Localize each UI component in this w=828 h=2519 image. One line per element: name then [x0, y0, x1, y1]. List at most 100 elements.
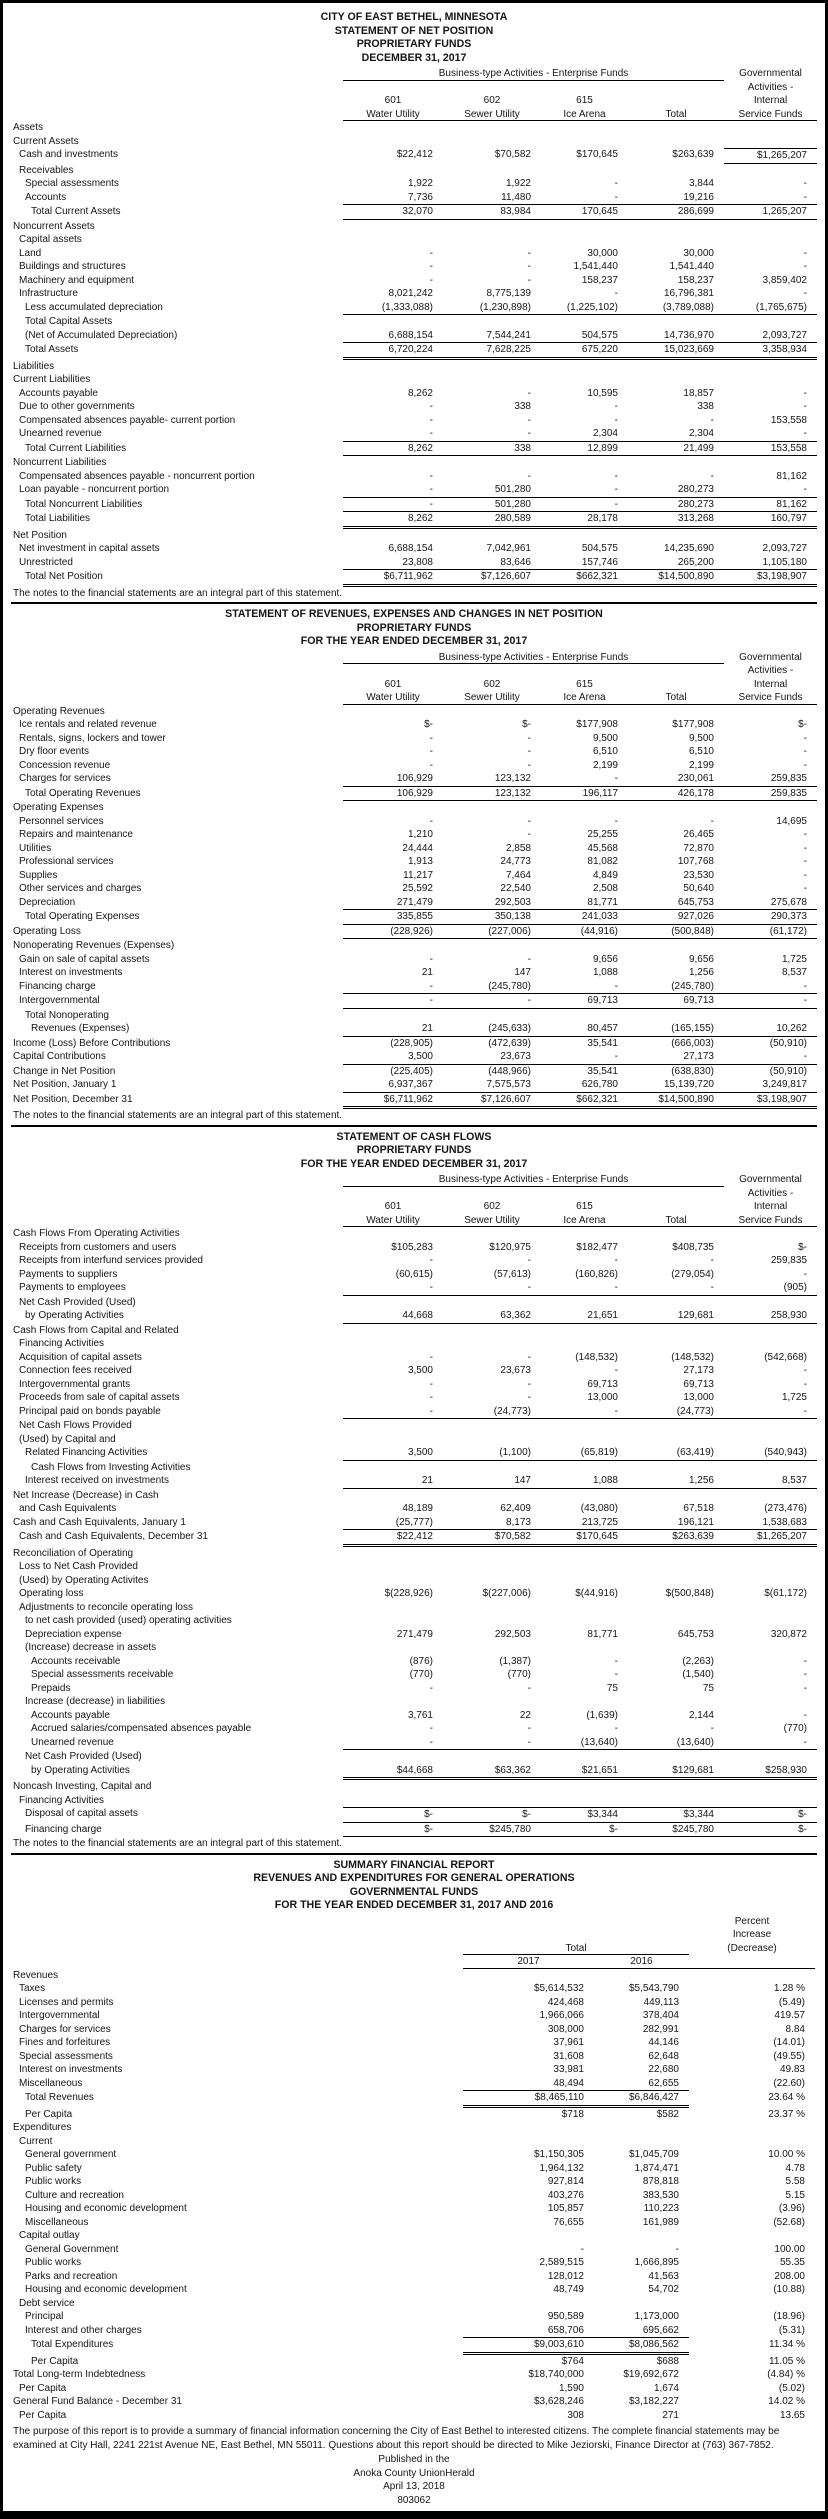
- row-label: Net Cash Provided (Used): [19, 1296, 136, 1308]
- table-row: Financing Activities: [11, 1794, 817, 1808]
- statement-title: CITY OF EAST BETHEL, MINNESOTA: [320, 11, 508, 23]
- row-label: Interest and other charges: [25, 2324, 142, 2336]
- cell: [443, 1614, 541, 1628]
- table-row: Operating Revenues: [11, 705, 817, 719]
- cell: [724, 1574, 817, 1588]
- cell: 21,499: [628, 442, 724, 456]
- cell: 645,753: [628, 896, 724, 910]
- cell: [541, 1614, 628, 1628]
- cell: [443, 1419, 541, 1433]
- table-row: Per Capita $718 $582 23.37 %: [11, 2108, 817, 2122]
- cell: 338: [443, 442, 541, 456]
- cell: 6,720,224: [343, 343, 443, 360]
- table-row: Accounts receivable (876) (1,387) - (2,263) -: [11, 1655, 817, 1669]
- cell: 8,262: [343, 512, 443, 529]
- row-label: Gain on sale of capital assets: [19, 953, 150, 965]
- table-row: Total Noncurrent Liabilities -501,280-280…: [11, 498, 817, 512]
- row-label: Net Position, December 31: [13, 1093, 133, 1105]
- cell: 1,725: [781, 953, 807, 965]
- table-row: Professional services 1,913 24,773 81,082 10…: [11, 855, 817, 869]
- cell: -: [803, 842, 807, 854]
- row-label: Housing and economic development: [25, 2203, 187, 2214]
- cell: 80,457: [541, 1022, 628, 1037]
- cell: 128,012: [547, 2270, 584, 2282]
- publication-date: April 13, 2018: [383, 2481, 445, 2492]
- cell: (2,263): [682, 1655, 714, 1667]
- cell: -: [710, 1255, 714, 1266]
- cell: -: [541, 1281, 628, 1296]
- cell: [541, 1794, 628, 1808]
- cell: [443, 1560, 541, 1574]
- cell: [724, 939, 817, 953]
- cell: -: [343, 980, 443, 994]
- cell: -: [429, 1351, 433, 1363]
- table-row: Infrastructure 8,021,242 8,775,139 - 16,796,…: [11, 287, 817, 301]
- column-header: 601: [384, 678, 402, 690]
- cell: [724, 1794, 817, 1808]
- cell: 424,468: [547, 1996, 584, 2008]
- cell: 259,835: [724, 787, 817, 801]
- column-header: 602: [483, 1201, 501, 1212]
- cell: -: [803, 1709, 807, 1721]
- row-label: Repairs and maintenance: [19, 829, 133, 840]
- cell: 123,132: [443, 772, 541, 787]
- cell: 6,510: [688, 746, 714, 757]
- row-label: General Government: [25, 2243, 119, 2255]
- cell: -: [614, 401, 618, 412]
- table-row: to net cash provided (used) operating ac…: [11, 1614, 817, 1628]
- cell: -: [527, 732, 531, 744]
- cell: [443, 1641, 541, 1655]
- cell: [628, 1574, 724, 1588]
- cell: -: [527, 387, 531, 399]
- cell: 23.64 %: [768, 2092, 805, 2103]
- cell: [343, 1547, 443, 1561]
- row-label: Noncurrent Liabilities: [13, 457, 107, 468]
- cell: -: [803, 732, 807, 744]
- cell: [724, 135, 817, 149]
- cell: -: [803, 247, 807, 259]
- row-label: and Cash Equivalents: [19, 1503, 117, 1514]
- row-label: Nonoperating Revenues (Expenses): [13, 940, 175, 951]
- row-label: Infrastructure: [19, 288, 78, 299]
- table-row: Total Net Position $6,711,962 $7,126,607 $6…: [11, 570, 817, 587]
- table-row: Utilities 24,444 2,858 45,568 72,870 -: [11, 842, 817, 856]
- row-label: Receipts from interfund services provide…: [19, 1255, 203, 1266]
- cell: [343, 1296, 443, 1310]
- column-header: Governmental: [739, 651, 802, 663]
- cell: (14.01): [773, 2037, 805, 2048]
- column-header: 2016: [594, 1955, 689, 1969]
- row-label: Public works: [25, 2257, 82, 2268]
- cell: 105,857: [547, 2203, 584, 2214]
- row-label: Total Long-term Indebtedness: [13, 2369, 146, 2380]
- table-row: Ice rentals and related revenue $- $- $177,…: [11, 718, 817, 732]
- cell: (540,943): [724, 1446, 817, 1461]
- cell: $-: [798, 1241, 807, 1253]
- cell: -: [343, 427, 443, 442]
- cell: 83,646: [443, 556, 541, 570]
- table-row: Culture and recreation 403,276 383,530 5.15: [11, 2189, 817, 2203]
- row-label: Connection fees received: [19, 1365, 132, 1376]
- cell: (13,640): [541, 1736, 628, 1750]
- table-row: Miscellaneous 48,494 62,655 (22.60): [11, 2077, 817, 2091]
- cell: -: [429, 401, 433, 412]
- cell: 645,753: [677, 1628, 714, 1640]
- cell: 1,256: [628, 1474, 724, 1489]
- cell: 378,404: [642, 2010, 679, 2021]
- table-row: Receipts from interfund services provide…: [11, 1254, 817, 1268]
- cell: $6,846,427: [594, 2091, 689, 2108]
- row-label: Expenditures: [13, 2122, 72, 2133]
- cell: [628, 1227, 724, 1241]
- cell: 2,858: [505, 842, 531, 854]
- cell: [724, 1227, 817, 1241]
- cell: [541, 1009, 628, 1023]
- row-label: Loan payable - noncurrent portion: [19, 484, 170, 495]
- cell: -: [803, 746, 807, 757]
- table-row: Fines and forfeitures 37,961 44,146 (14.01): [11, 2036, 817, 2050]
- column-header: Service Funds: [724, 108, 817, 121]
- statement-title: STATEMENT OF NET POSITION: [334, 24, 494, 37]
- cell: [443, 705, 541, 719]
- cell: 626,780: [541, 1078, 628, 1093]
- cell: 48,749: [553, 2284, 584, 2295]
- table-row: Miscellaneous 76,655 161,989 (52.68): [11, 2216, 817, 2230]
- cell: $170,645: [541, 1530, 628, 1547]
